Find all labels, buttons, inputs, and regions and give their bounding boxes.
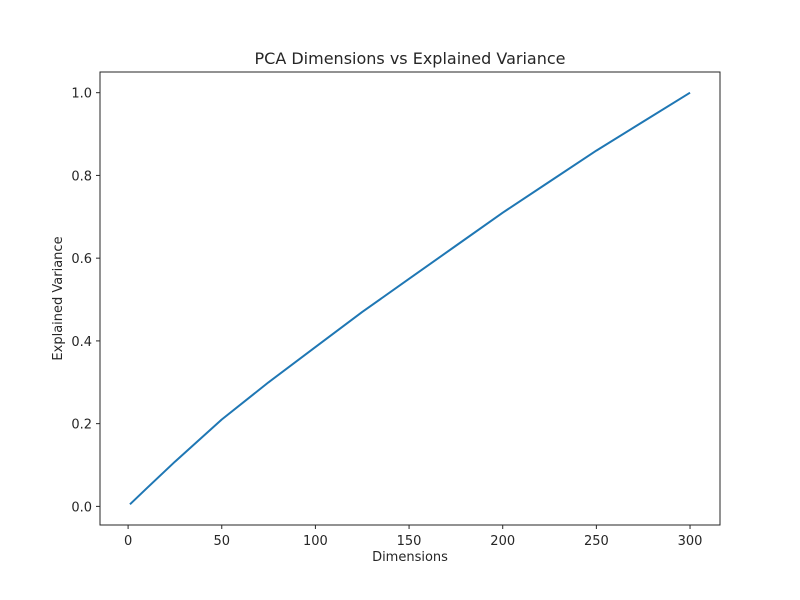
plot-frame <box>99 71 721 526</box>
y-axis-label: Explained Variance <box>51 236 66 360</box>
y-tick-label: 0.0 <box>71 500 92 515</box>
y-tick-label: 1.0 <box>71 87 92 102</box>
y-tick-label: 0.6 <box>71 252 92 267</box>
x-tick-label: 300 <box>678 534 703 549</box>
x-tick-label: 200 <box>490 534 515 549</box>
series-line <box>129 91 691 506</box>
y-tick-label: 0.2 <box>71 418 92 433</box>
y-axis: 0.0 0.2 0.4 0.6 0.8 1.0 <box>71 87 100 515</box>
x-tick-label: 250 <box>584 534 609 549</box>
chart-title: PCA Dimensions vs Explained Variance <box>255 49 566 68</box>
x-tick-label: 0 <box>124 534 132 549</box>
x-axis-label: Dimensions <box>372 550 448 565</box>
x-tick-label: 100 <box>303 534 328 549</box>
x-tick-label: 50 <box>213 534 230 549</box>
x-tick-label: 150 <box>397 534 422 549</box>
x-axis: 0 50 100 150 200 250 300 <box>124 525 702 549</box>
y-tick-label: 0.8 <box>71 169 92 184</box>
series-layer <box>129 91 691 506</box>
y-tick-label: 0.4 <box>71 335 92 350</box>
